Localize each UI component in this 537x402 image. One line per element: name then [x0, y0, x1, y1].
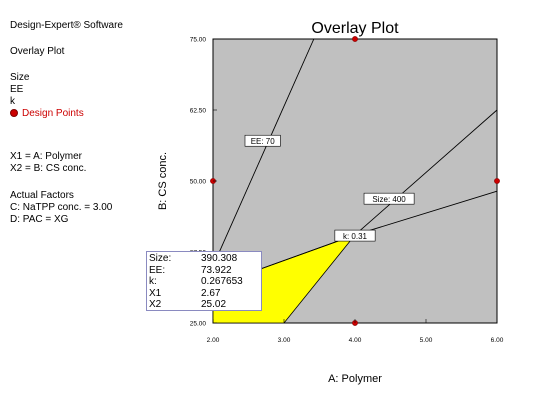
contour-label-box [334, 229, 376, 242]
x-tick-label: 2.00 [207, 337, 220, 344]
factor-x1: X1 = A: Polymer [10, 151, 82, 162]
x-tick-label: 6.00 [491, 337, 504, 344]
design-point[interactable] [494, 178, 500, 184]
design-points-legend: Design Points [10, 108, 84, 120]
flag-info-box[interactable]: Size: 390.308 EE: 73.922 k: 0.267653 X1 2.67… [146, 251, 262, 311]
x-tick-label: 4.00 [349, 337, 362, 344]
design-point[interactable] [352, 36, 358, 42]
response-size: Size [10, 72, 30, 83]
actual-factor-c: C: NaTPP conc. = 3.00 [10, 202, 113, 213]
response-ee: EE [10, 84, 24, 95]
contour-label: k: 0.31 [343, 232, 368, 241]
y-tick-label: 75.00 [190, 37, 207, 44]
software-label: Design-Expert® Software [10, 20, 123, 31]
chart-title: Overlay Plot [311, 20, 399, 37]
contour-label: EE: 70 [251, 137, 276, 146]
flag-value: 73.922 [201, 264, 232, 276]
contour-label-box [244, 134, 281, 147]
flag-value: 0.267653 [201, 276, 243, 287]
actual-factor-d: D: PAC = XG [10, 214, 69, 225]
contour-label-box [363, 192, 415, 205]
x-tick-label: 5.00 [420, 337, 433, 344]
design-point-icon [10, 109, 18, 118]
flag-row-x1: X1 2.67 [149, 288, 261, 300]
contour-line [354, 109, 498, 236]
flag-value: 25.02 [201, 299, 227, 310]
response-k: k [10, 96, 15, 107]
flag-label: Size: [149, 253, 172, 264]
contour-line [212, 38, 315, 267]
flag-row-k: k: 0.267653 [149, 276, 261, 288]
flag-label: X2 [149, 299, 162, 310]
actual-factors: Actual Factors C: NaTPP conc. = 3.00 D: … [10, 190, 112, 226]
flag-row-x2: X2 25.02 [149, 299, 261, 311]
flag-row-size: Size: 390.308 [149, 253, 261, 265]
flag-label: X1 [149, 287, 162, 299]
design-points-label: Design Points [22, 108, 84, 119]
x-axis-label: A: Polymer [328, 373, 382, 385]
y-tick-label: 62.50 [190, 108, 207, 115]
x-tick-label: 3.00 [278, 337, 291, 344]
flag-label: EE: [149, 264, 166, 276]
plot-name: Overlay Plot [10, 46, 65, 57]
flag-value: 2.67 [201, 287, 221, 299]
factors-list: X1 = A: Polymer X2 = B: CS conc. [10, 151, 86, 175]
flag-label: k: [149, 276, 157, 287]
actual-factors-title: Actual Factors [10, 190, 74, 201]
factor-x2: X2 = B: CS conc. [10, 163, 87, 174]
flag-value: 390.308 [201, 253, 238, 264]
y-tick-label: 50.00 [190, 179, 207, 186]
y-tick-label: 25.00 [190, 321, 207, 328]
responses-list: Size EE k Design Points [10, 72, 84, 120]
flag-row-ee: EE: 73.922 [149, 265, 261, 277]
contour-label: Size: 400 [372, 195, 406, 204]
y-axis-label: B: CS conc. [157, 152, 169, 210]
